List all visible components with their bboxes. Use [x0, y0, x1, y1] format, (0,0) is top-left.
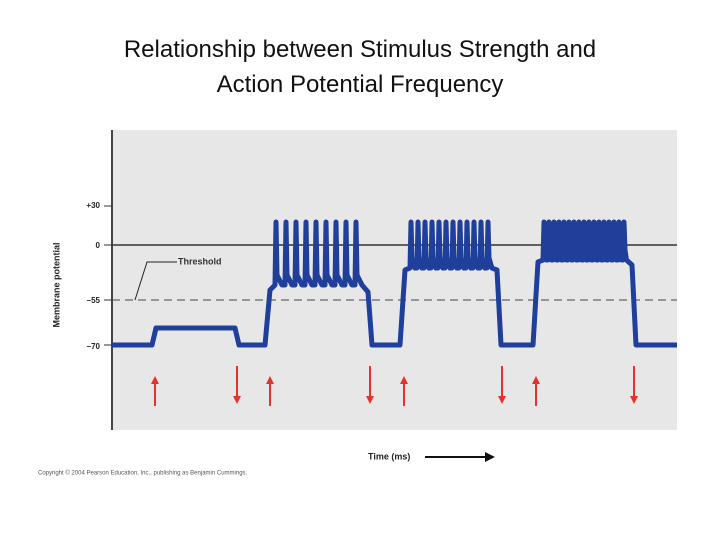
y-tick-label: –55 [87, 296, 101, 305]
threshold-pointer [134, 261, 177, 301]
membrane-trace [112, 219, 677, 348]
plot-area [112, 130, 677, 430]
title-line: Relationship between Stimulus Strength a… [123, 36, 597, 63]
y-tick-label: +30 [86, 201, 100, 210]
threshold-label: Threshold [178, 256, 222, 266]
y-tick-label: 0 [96, 241, 101, 250]
stimulus-arrows [151, 366, 638, 406]
y-axis-label: Membrane potential [51, 242, 61, 327]
copyright: Copyright © 2004 Pearson Education, Inc.… [38, 470, 248, 477]
y-tick-label: –70 [87, 342, 101, 351]
title-line: Action Potential Frequency [216, 71, 504, 98]
x-axis-label: Time (ms) [368, 451, 410, 461]
